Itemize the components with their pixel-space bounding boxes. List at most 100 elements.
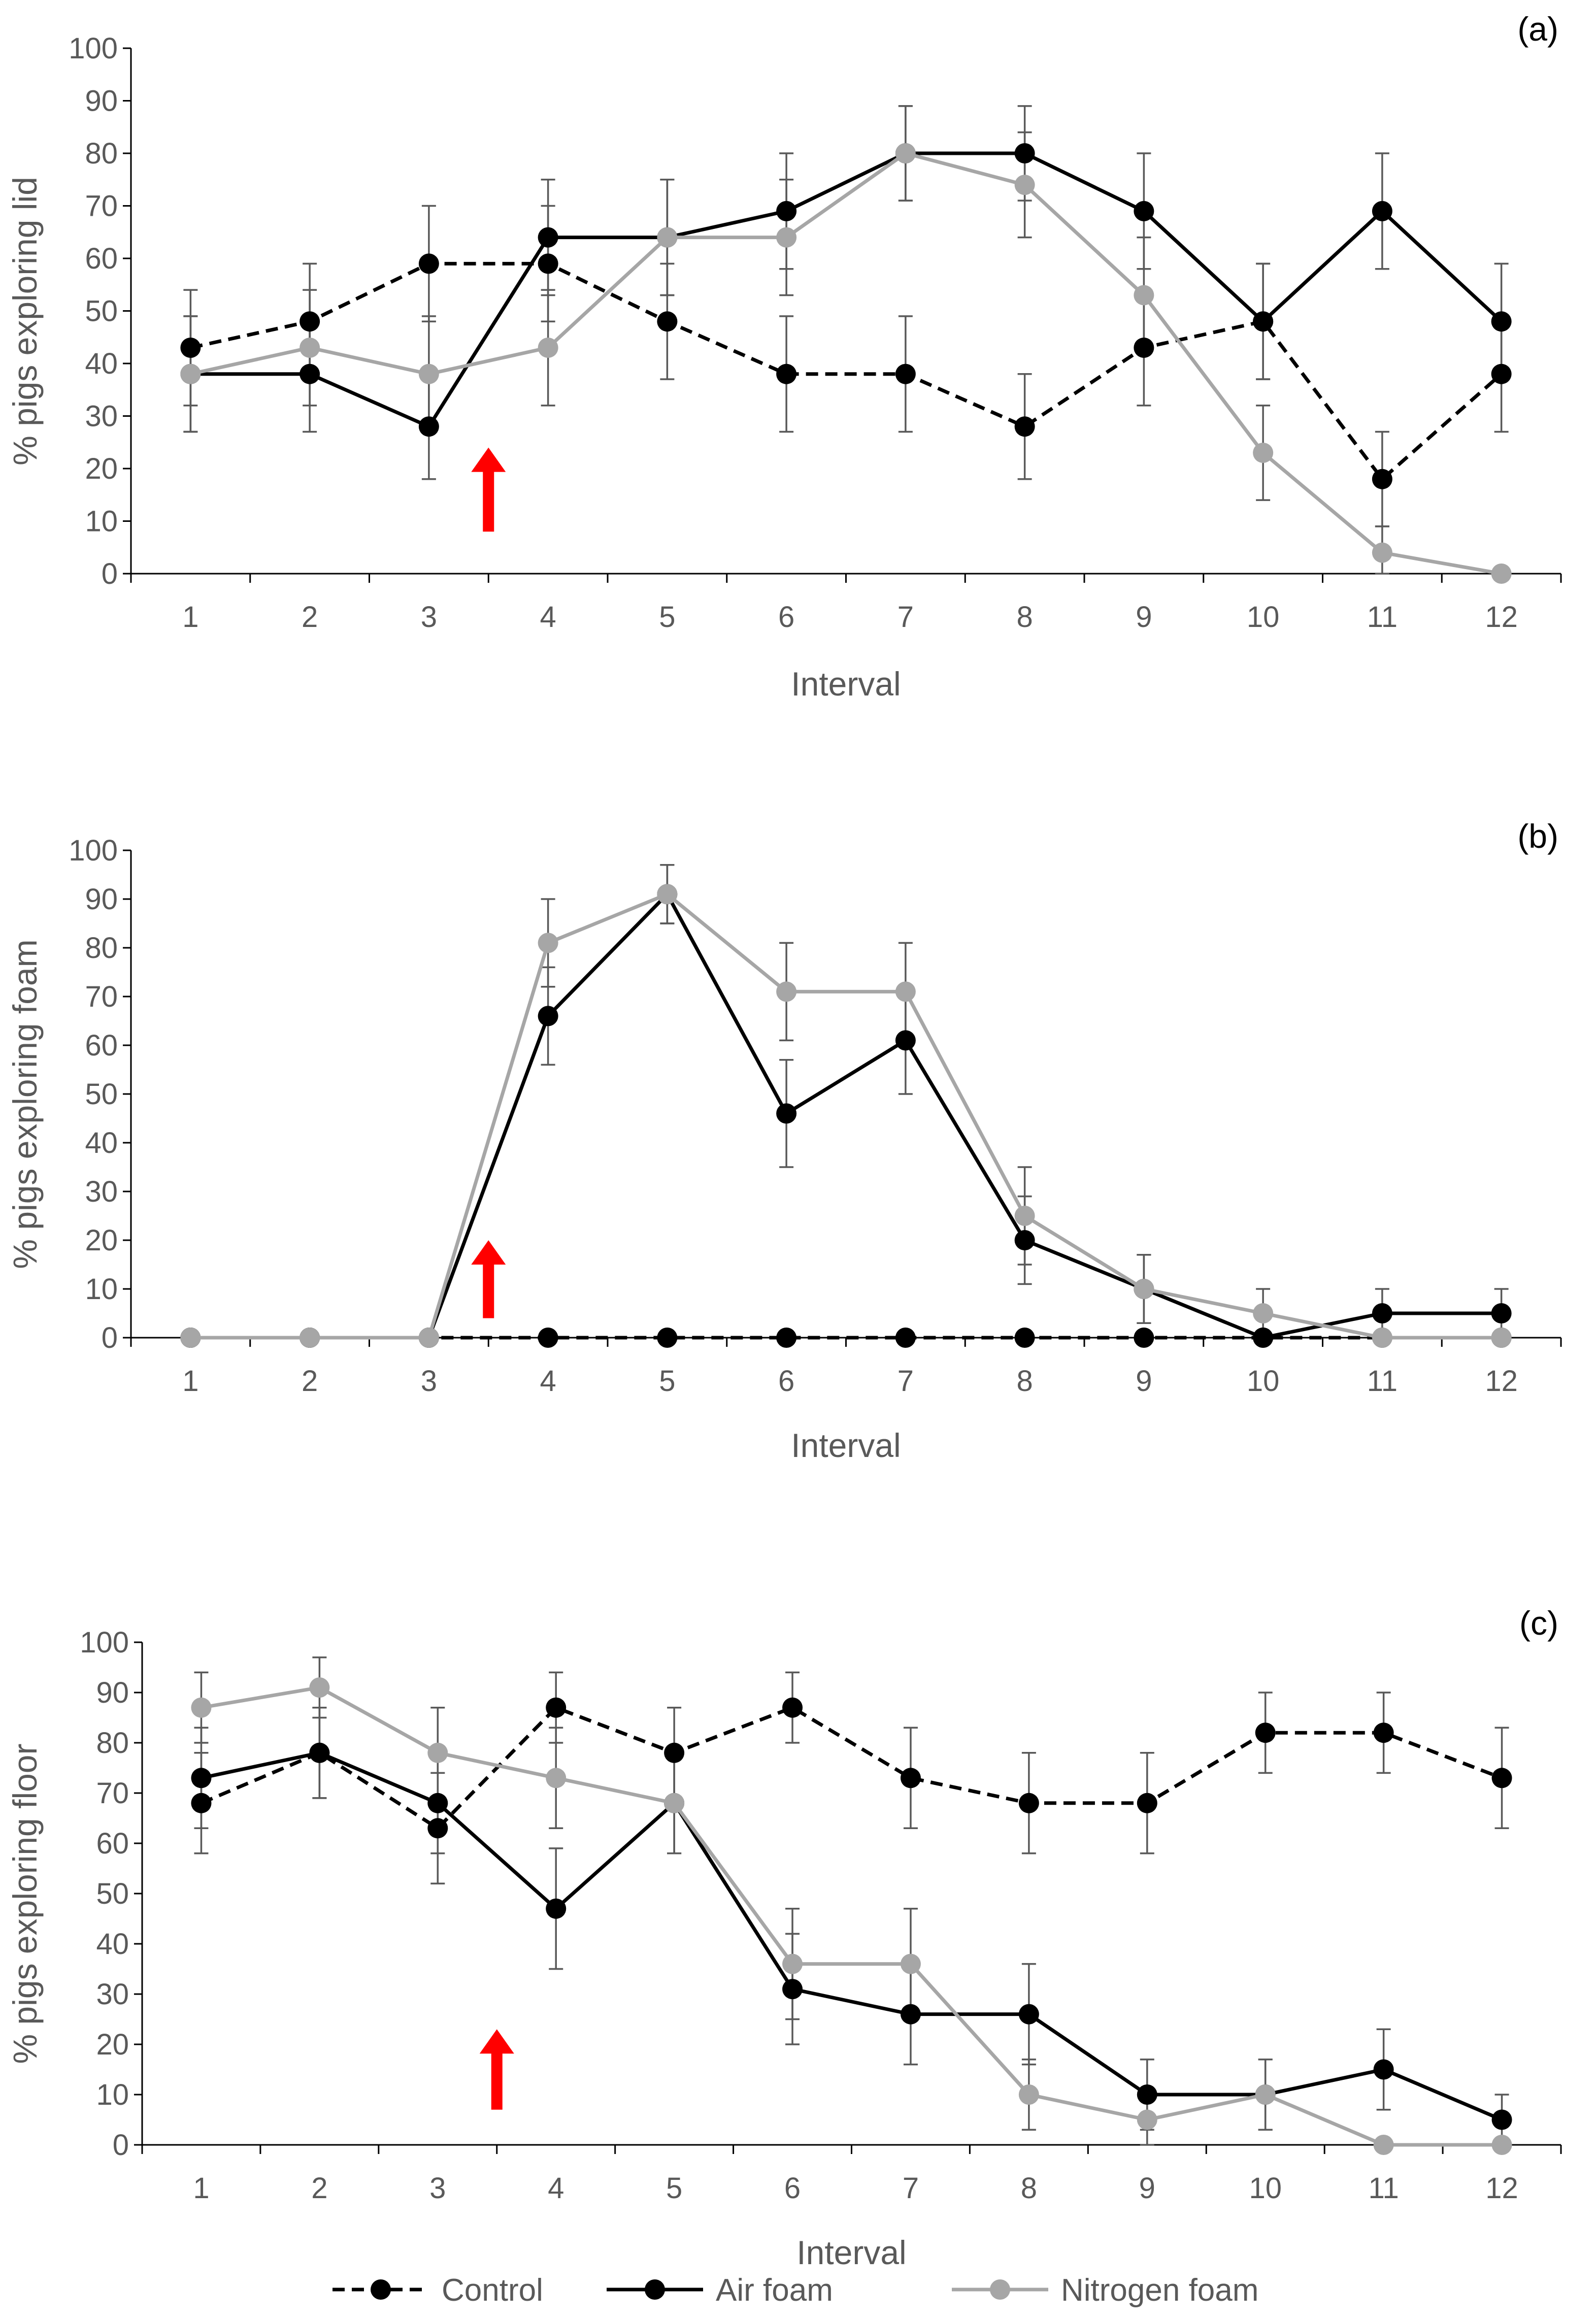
data-point-nitrogen — [1014, 1206, 1035, 1226]
intervention-arrow-shaft — [491, 2052, 503, 2110]
data-point-control — [657, 1328, 678, 1348]
x-tick-label: 7 — [897, 601, 914, 634]
data-point-nitrogen — [782, 1953, 803, 1974]
x-axis-title: Interval — [796, 2234, 906, 2271]
x-tick-label: 5 — [659, 601, 675, 634]
x-tick-label: 4 — [540, 1365, 556, 1398]
y-tick-label: 70 — [85, 980, 118, 1013]
y-tick-label: 90 — [96, 1676, 129, 1709]
data-point-air — [1018, 2004, 1039, 2025]
x-tick-label: 12 — [1485, 601, 1518, 634]
y-tick-label: 0 — [102, 1321, 118, 1354]
x-tick-label: 11 — [1367, 1365, 1398, 1398]
data-point-control — [1134, 1328, 1154, 1348]
data-point-control — [776, 1328, 797, 1348]
data-point-nitrogen — [546, 1768, 567, 1788]
data-point-air — [1373, 2059, 1394, 2080]
x-tick-label: 3 — [421, 601, 437, 634]
x-tick-label: 6 — [784, 2172, 801, 2205]
x-tick-label: 6 — [778, 601, 794, 634]
x-tick-label: 10 — [1247, 601, 1280, 634]
data-point-nitrogen — [191, 1697, 212, 1718]
x-tick-label: 10 — [1249, 2172, 1282, 2205]
data-point-air — [1491, 2109, 1512, 2130]
y-tick-label: 40 — [85, 347, 118, 380]
x-tick-label: 5 — [666, 2172, 682, 2205]
legend-label-nitrogen: Nitrogen foam — [1061, 2273, 1258, 2308]
data-point-control — [1134, 337, 1154, 358]
legend-label-control: Control — [442, 2273, 543, 2308]
data-point-nitrogen — [1253, 442, 1274, 463]
data-point-nitrogen — [418, 1328, 439, 1348]
data-point-nitrogen — [1491, 564, 1512, 584]
data-point-control — [538, 1328, 558, 1348]
data-point-nitrogen — [1137, 2109, 1157, 2130]
data-point-control — [895, 363, 916, 384]
data-point-nitrogen — [776, 981, 797, 1002]
data-point-air — [782, 1979, 803, 2000]
data-point-air — [895, 1030, 916, 1051]
x-tick-label: 9 — [1139, 2172, 1155, 2205]
data-point-control — [191, 1793, 212, 1813]
data-point-nitrogen — [1491, 1328, 1512, 1348]
data-point-air — [1372, 1303, 1392, 1323]
series-line-control — [201, 1706, 1503, 1830]
data-point-nitrogen — [657, 884, 678, 905]
y-tick-label: 50 — [85, 295, 118, 328]
x-tick-label: 11 — [1367, 601, 1398, 634]
data-point-control — [180, 337, 201, 358]
data-point-air — [776, 1103, 797, 1124]
data-point-control — [1255, 1722, 1276, 1743]
x-tick-label: 12 — [1485, 2172, 1518, 2205]
data-point-nitrogen — [895, 143, 916, 163]
data-point-air — [1491, 1303, 1512, 1323]
data-point-air — [1491, 311, 1512, 332]
x-tick-label: 8 — [1016, 601, 1033, 634]
x-tick-label: 7 — [897, 1365, 914, 1398]
data-point-control — [782, 1697, 803, 1718]
intervention-arrow-head — [479, 2029, 514, 2054]
series-line-nitrogen — [190, 892, 1502, 1340]
data-point-air — [1137, 2084, 1157, 2105]
y-tick-label: 40 — [96, 1928, 129, 1961]
x-tick-label: 4 — [548, 2172, 564, 2205]
y-tick-label: 100 — [80, 1626, 129, 1659]
data-point-nitrogen — [776, 227, 797, 248]
y-tick-label: 70 — [96, 1777, 129, 1810]
y-tick-label: 80 — [96, 1727, 129, 1760]
data-point-control — [664, 1742, 685, 1763]
x-tick-label: 2 — [311, 2172, 327, 2205]
data-point-air — [1014, 143, 1035, 163]
data-point-nitrogen — [1373, 2135, 1394, 2155]
x-tick-label: 8 — [1016, 1365, 1033, 1398]
y-tick-label: 20 — [96, 2028, 129, 2061]
y-tick-label: 50 — [85, 1078, 118, 1111]
y-axis-title: % pigs exploring foam — [6, 939, 44, 1269]
legend-label-air: Air foam — [716, 2273, 833, 2308]
data-point-nitrogen — [1253, 1303, 1274, 1323]
y-tick-label: 0 — [113, 2129, 129, 2162]
x-tick-label: 3 — [421, 1365, 437, 1398]
data-point-control — [1373, 1722, 1394, 1743]
y-tick-label: 30 — [85, 1175, 118, 1208]
x-axis-title: Interval — [791, 1427, 901, 1464]
data-point-nitrogen — [664, 1793, 685, 1813]
x-tick-label: 12 — [1485, 1365, 1518, 1398]
data-point-control — [427, 1818, 448, 1839]
data-point-nitrogen — [1014, 175, 1035, 195]
y-tick-label: 60 — [85, 242, 118, 275]
y-axis-title: % pigs exploring lid — [6, 177, 44, 466]
y-tick-label: 90 — [85, 85, 118, 118]
data-point-nitrogen — [418, 363, 439, 384]
y-tick-label: 80 — [85, 137, 118, 170]
data-point-control — [300, 311, 320, 332]
data-point-air — [538, 1006, 558, 1026]
data-point-air — [1372, 201, 1392, 221]
y-tick-label: 100 — [69, 834, 118, 867]
data-point-control — [1014, 416, 1035, 437]
data-point-nitrogen — [895, 981, 916, 1002]
data-point-control — [900, 1768, 921, 1788]
y-axis-title: % pigs exploring floor — [6, 1744, 44, 2064]
intervention-arrow-head — [471, 447, 506, 472]
